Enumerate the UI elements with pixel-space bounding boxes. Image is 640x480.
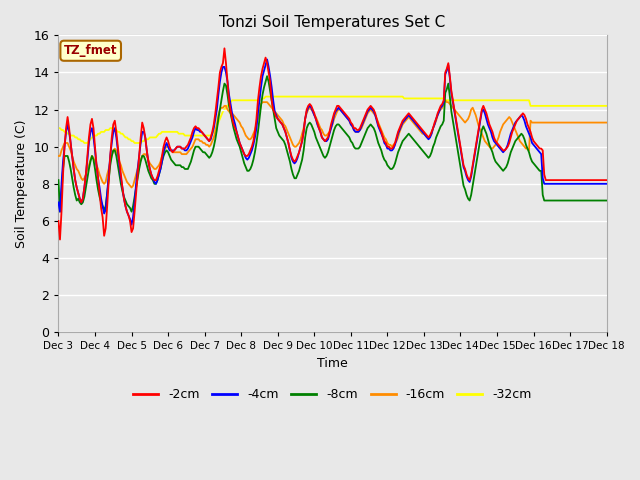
- Legend: -2cm, -4cm, -8cm, -16cm, -32cm: -2cm, -4cm, -8cm, -16cm, -32cm: [129, 383, 537, 406]
- Title: Tonzi Soil Temperatures Set C: Tonzi Soil Temperatures Set C: [220, 15, 445, 30]
- X-axis label: Time: Time: [317, 357, 348, 370]
- Y-axis label: Soil Temperature (C): Soil Temperature (C): [15, 120, 28, 248]
- Text: TZ_fmet: TZ_fmet: [64, 44, 118, 57]
